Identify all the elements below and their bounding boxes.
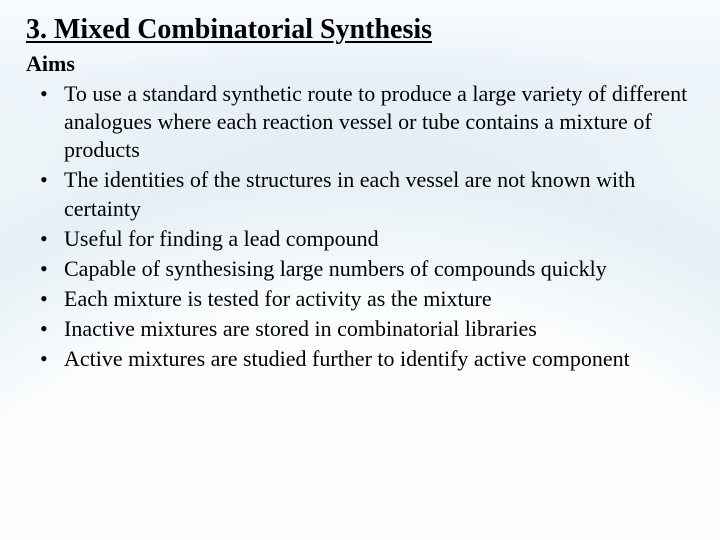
slide-title: 3. Mixed Combinatorial Synthesis xyxy=(26,12,694,48)
slide-container: 3. Mixed Combinatorial Synthesis Aims To… xyxy=(0,0,720,540)
list-item: Each mixture is tested for activity as t… xyxy=(64,285,694,313)
bullet-list: To use a standard synthetic route to pro… xyxy=(26,80,694,374)
list-item: To use a standard synthetic route to pro… xyxy=(64,80,694,164)
list-item: Useful for finding a lead compound xyxy=(64,225,694,253)
slide-subhead: Aims xyxy=(26,50,694,78)
list-item: Active mixtures are studied further to i… xyxy=(64,345,694,373)
list-item: Capable of synthesising large numbers of… xyxy=(64,255,694,283)
list-item: Inactive mixtures are stored in combinat… xyxy=(64,315,694,343)
list-item: The identities of the structures in each… xyxy=(64,166,694,222)
